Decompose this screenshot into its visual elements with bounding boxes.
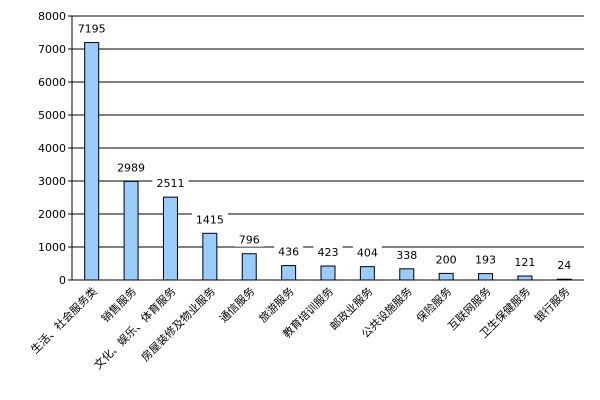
data-label: 121 <box>514 256 535 269</box>
data-label: 2989 <box>117 161 145 174</box>
data-label-background <box>152 176 189 191</box>
gridlines <box>72 15 584 248</box>
data-label: 24 <box>557 259 571 272</box>
data-label-background <box>510 255 540 270</box>
y-axis-ticks: 0 1000 2000 3000 4000 5000 6000 7000 8000 <box>38 10 66 287</box>
data-label-background <box>191 212 228 227</box>
data-label: 796 <box>239 234 260 247</box>
y-tick-label: 0 <box>59 274 66 287</box>
data-label: 200 <box>436 253 457 266</box>
y-tick-label: 5000 <box>38 109 66 122</box>
data-label: 2511 <box>156 177 184 190</box>
data-label-background <box>471 252 501 267</box>
bar <box>241 253 257 281</box>
y-tick-label: 8000 <box>38 10 66 23</box>
y-tick-label: 1000 <box>38 241 66 254</box>
data-label: 1415 <box>196 213 224 226</box>
bar <box>320 265 336 281</box>
bar <box>84 42 100 281</box>
category-label: 银行服务 <box>531 284 572 325</box>
data-label: 193 <box>475 254 496 267</box>
bar <box>202 232 218 281</box>
data-label: 404 <box>357 247 378 260</box>
bar <box>517 275 533 281</box>
data-label: 436 <box>278 246 299 259</box>
data-label-background <box>113 160 150 175</box>
data-label: 7195 <box>78 23 106 36</box>
y-tick-label: 6000 <box>38 76 66 89</box>
bar <box>281 265 297 281</box>
bar <box>123 180 139 281</box>
category-label: 保险服务 <box>413 284 454 325</box>
category-label: 销售服务 <box>98 284 139 325</box>
bar <box>399 268 415 281</box>
category-label: 旅游服务 <box>256 284 297 325</box>
data-label: 423 <box>318 246 339 259</box>
data-label-background <box>234 232 264 247</box>
data-label-background <box>352 245 382 260</box>
y-tick-label: 7000 <box>38 43 66 56</box>
category-label: 生活、社会服务类 <box>28 284 100 356</box>
bar <box>162 196 178 281</box>
data-label-background <box>313 245 343 260</box>
y-tick-label: 4000 <box>38 142 66 155</box>
axes <box>68 15 584 281</box>
y-tick-label: 3000 <box>38 175 66 188</box>
data-label: 338 <box>396 249 417 262</box>
data-labels: 7195 2989 2511 1415 796 436 423 404 338 200 193 121… <box>73 21 576 273</box>
category-label: 房屋装修及物业服务 <box>138 284 218 364</box>
y-tick-label: 2000 <box>38 208 66 221</box>
bars <box>84 42 572 281</box>
data-label-background <box>553 258 576 273</box>
category-label: 通信服务 <box>217 285 257 325</box>
bar <box>438 272 454 281</box>
data-label-background <box>73 21 110 36</box>
data-label-background <box>431 252 461 267</box>
data-label-background <box>392 247 422 262</box>
bar <box>359 266 375 281</box>
bar <box>478 273 494 281</box>
data-label-background <box>274 244 304 259</box>
